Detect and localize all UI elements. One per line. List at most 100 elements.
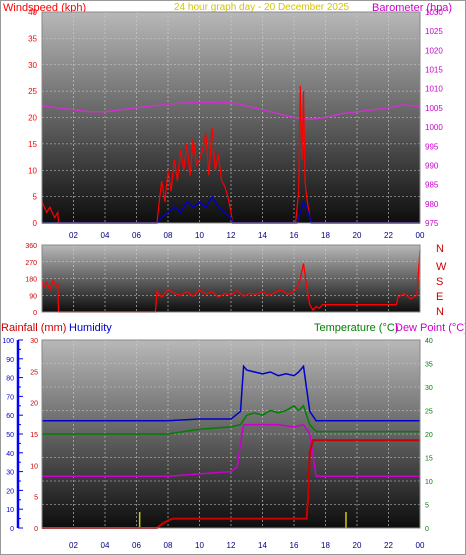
barometer-right-tick-label: 1025: [425, 27, 443, 36]
barometer-right-tick-label: 1030: [425, 8, 443, 17]
wind-x-tick-label: 18: [321, 231, 330, 240]
temperature-tick-label: 40: [425, 338, 433, 345]
wind-left-tick-label: 5: [33, 193, 38, 202]
barometer-right-axis: 975 980 985 990 995 1000 1005 1010 1015 1020 1025 1…: [425, 8, 443, 228]
direction-tick-label: 90: [29, 293, 37, 300]
compass-label-n-bottom: N: [436, 306, 444, 318]
wind-left-tick-label: 40: [28, 8, 37, 17]
compass-label-w: W: [436, 261, 447, 273]
barometer-right-tick-label: 1000: [425, 123, 443, 132]
temperature-panel-border: [41, 339, 421, 529]
temperature-line: [42, 404, 420, 435]
graph-date-title: 24 hour graph day - 20 December 2025: [174, 2, 350, 13]
dewpoint-axis-title: Dew Point (°C): [395, 322, 466, 334]
wind-panel-series: [41, 85, 421, 224]
wind-left-tick-label: 15: [28, 140, 37, 149]
wind-left-axis: 0 5 10 15 20 25 30 35 40: [28, 8, 37, 228]
humidity-axis-title: Humidity: [69, 322, 112, 334]
humidity-line: [42, 364, 420, 422]
humidity-tick-label: 20: [6, 488, 14, 495]
rainfall-tick-label: 15: [30, 432, 38, 439]
temperature-x-tick-label: 02: [69, 541, 78, 550]
barometer-axis-title: Barometer (hpa): [372, 2, 452, 14]
humidity-tick-label: 40: [6, 451, 14, 458]
direction-left-axis: 0 90 180 270 360: [25, 243, 37, 317]
barometer-right-tick-label: 990: [425, 161, 439, 170]
wind-x-tick-label: 02: [69, 231, 78, 240]
temperature-panel-grid: [42, 340, 420, 528]
wind-axis-title: Windspeed (kph): [3, 2, 86, 14]
temperature-x-tick-label: 10: [195, 541, 204, 550]
wind-left-tick-label: 0: [33, 219, 38, 228]
wind-x-tick-label: 08: [164, 231, 173, 240]
compass-label-n-top: N: [436, 243, 444, 255]
direction-panel-border: [41, 244, 421, 313]
temperature-x-tick-label: 12: [227, 541, 236, 550]
wind-left-tick-label: 25: [28, 87, 37, 96]
temperature-x-tick-label: 00: [416, 541, 425, 550]
wind-x-tick-label: 16: [290, 231, 299, 240]
barometer-right-tick-label: 1020: [425, 46, 443, 55]
dewpoint-line: [42, 423, 420, 478]
humidity-tick-label: 10: [6, 507, 14, 514]
temperature-panel-series: [42, 364, 420, 529]
temperature-axis: 0 5 10 15 20 25 30 35 40: [425, 338, 433, 533]
wind-x-tick-label: 14: [258, 231, 267, 240]
humidity-tick-label: 90: [6, 357, 14, 364]
temperature-tick-label: 5: [425, 503, 429, 510]
temperature-x-axis: 02 04 06 08 10 12 14 16 18 20 22 00: [69, 541, 425, 550]
barometer-right-tick-label: 985: [425, 181, 439, 190]
temperature-x-tick-label: 20: [353, 541, 362, 550]
wind-x-axis: 02 04 06 08 10 12 14 16 18 20 22 00: [69, 231, 425, 240]
barometer-right-tick-label: 1005: [425, 104, 443, 113]
humidity-tick-label: 100: [2, 338, 14, 345]
temperature-x-tick-label: 16: [290, 541, 299, 550]
wind-left-tick-label: 10: [28, 166, 37, 175]
wind-left-tick-label: 20: [28, 114, 37, 123]
rainfall-tick-label: 0: [34, 526, 38, 533]
humidity-tick-label: 80: [6, 376, 14, 383]
wind-x-tick-label: 10: [195, 231, 204, 240]
wind-x-tick-label: 00: [416, 231, 425, 240]
temperature-tick-label: 35: [425, 362, 433, 369]
rainfall-line: [42, 439, 420, 529]
temperature-axis-title: Temperature (°C): [314, 322, 398, 334]
rainfall-tick-label: 5: [34, 495, 38, 502]
compass-label-s: S: [436, 276, 443, 288]
rainfall-tick-label: 10: [30, 463, 38, 470]
wind-panel-border: [41, 11, 421, 224]
temperature-tick-label: 20: [425, 432, 433, 439]
rainfall-axis-title: Rainfall (mm): [1, 322, 66, 334]
humidity-tick-label: 60: [6, 413, 14, 420]
humidity-tick-label: 70: [6, 394, 14, 401]
compass-labels: N W S E N: [436, 243, 447, 318]
rainfall-tick-label: 30: [30, 338, 38, 345]
wind-x-tick-label: 12: [227, 231, 236, 240]
temperature-x-tick-label: 08: [164, 541, 173, 550]
wind-panel-grid: [42, 12, 420, 223]
rain-humidity-temperature-chart: 0 10 20 30 40 50 60 70 80 90 100 0 5 10 15 20 25 30 0 5 10…: [2, 338, 433, 550]
wind-average-line: [42, 195, 420, 224]
barometer-right-tick-label: 980: [425, 200, 439, 209]
temperature-tick-label: 10: [425, 479, 433, 486]
barometer-right-tick-label: 975: [425, 219, 439, 228]
wind-x-tick-label: 06: [132, 231, 141, 240]
wind-x-tick-label: 22: [384, 231, 393, 240]
barometer-line: [41, 101, 421, 121]
direction-tick-label: 270: [25, 260, 37, 267]
wind-x-tick-label: 20: [353, 231, 362, 240]
rainfall-tick-label: 20: [30, 401, 38, 408]
wind-left-tick-label: 30: [28, 61, 37, 70]
direction-tick-label: 360: [25, 243, 37, 250]
temperature-x-tick-label: 14: [258, 541, 267, 550]
direction-tick-label: 180: [25, 277, 37, 284]
temperature-tick-label: 30: [425, 385, 433, 392]
direction-tick-label: 0: [33, 310, 37, 317]
temperature-tick-label: 15: [425, 456, 433, 463]
wind-direction-chart: 0 90 180 270 360 N W S E N: [25, 243, 447, 318]
temperature-x-tick-label: 22: [384, 541, 393, 550]
temperature-x-tick-label: 18: [321, 541, 330, 550]
temperature-x-tick-label: 04: [101, 541, 110, 550]
humidity-axis: 0 10 20 30 40 50 60 70 80 90 100: [2, 338, 23, 533]
